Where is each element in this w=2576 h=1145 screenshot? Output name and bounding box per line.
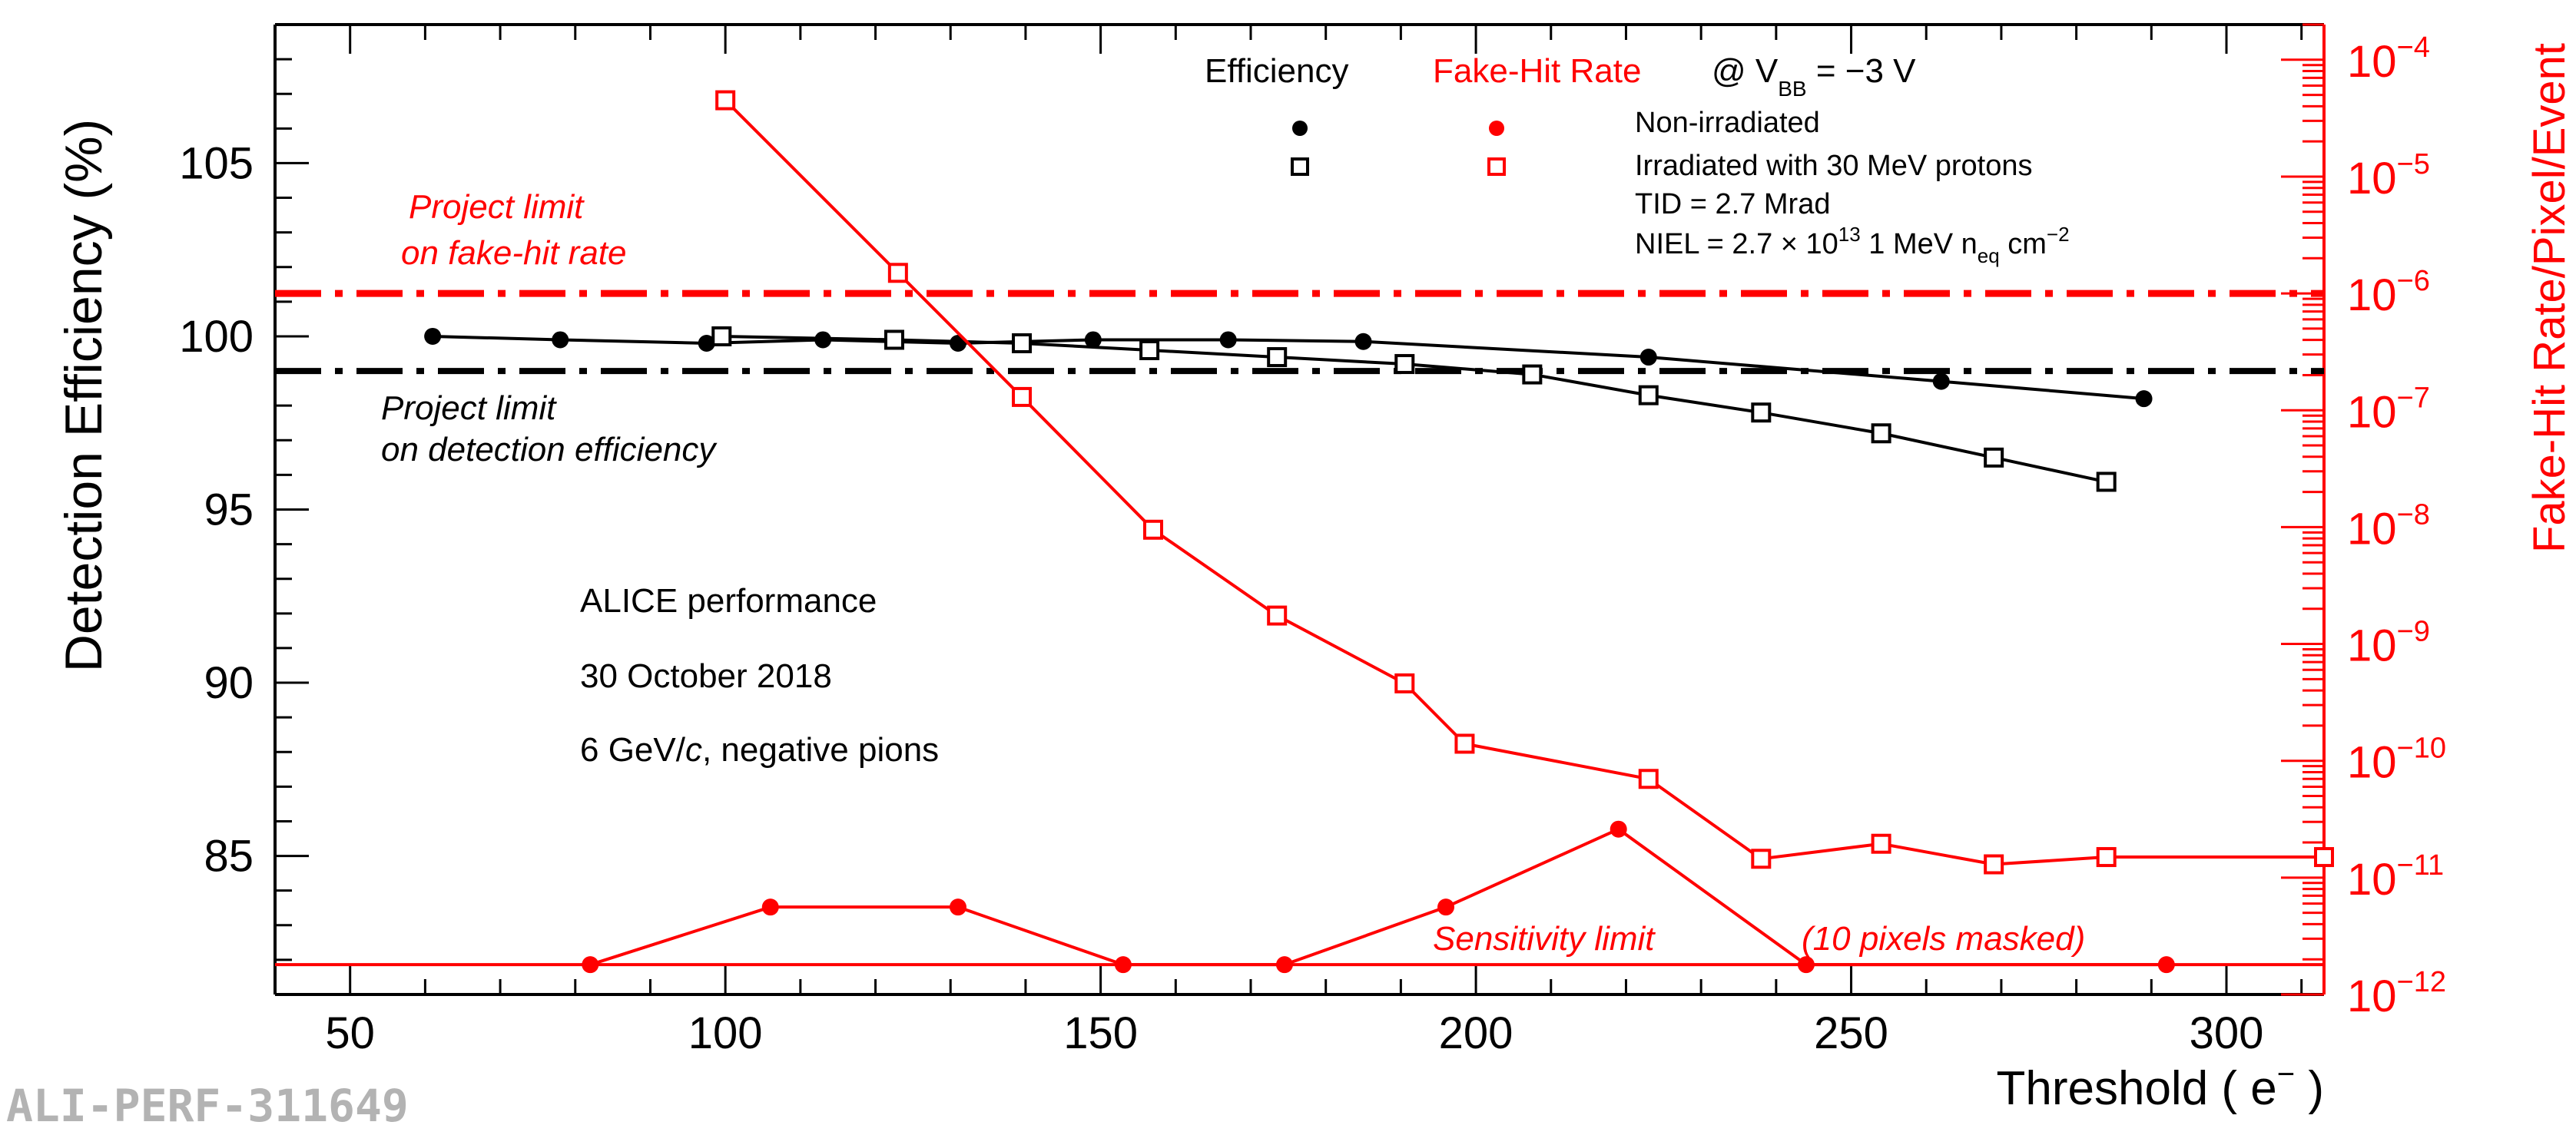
data-point bbox=[1871, 833, 1891, 854]
data-point bbox=[887, 263, 908, 283]
data-point bbox=[2135, 390, 2153, 408]
data-point bbox=[1084, 331, 1102, 349]
y-right-tick-label: 10−6 bbox=[2347, 265, 2430, 320]
legend-marker-eff-nonirr bbox=[1292, 121, 1308, 136]
x-tick-label: 150 bbox=[1063, 1008, 1138, 1058]
data-point bbox=[1012, 333, 1033, 353]
series-line-3 bbox=[724, 99, 2324, 866]
data-point bbox=[1522, 364, 1543, 385]
data-point bbox=[761, 898, 779, 916]
series-line-1 bbox=[721, 334, 2107, 484]
x-tick-label: 50 bbox=[325, 1008, 375, 1058]
legend-entry-nonirradiated: Non-irradiated bbox=[1635, 107, 1820, 139]
fakehit-limit-label-line2: on fake-hit rate bbox=[401, 234, 627, 272]
fakehit-limit-label-line1: Project limit bbox=[409, 188, 585, 226]
x-tick-label: 100 bbox=[688, 1008, 763, 1058]
watermark: ALI-PERF-311649 bbox=[6, 1080, 409, 1132]
data-point bbox=[1871, 423, 1891, 444]
efficiency-limit-label-line1: Project limit bbox=[381, 389, 557, 427]
y-left-axis-title: Detection Efficiency (%) bbox=[55, 119, 113, 673]
data-point bbox=[1219, 331, 1237, 349]
data-point bbox=[1354, 333, 1372, 350]
annotation-alice-performance: ALICE performance bbox=[580, 582, 877, 620]
data-point bbox=[1267, 605, 1288, 626]
data-point bbox=[1984, 854, 2004, 875]
data-point bbox=[1751, 402, 1772, 423]
data-point bbox=[698, 334, 715, 352]
data-point bbox=[1638, 769, 1659, 789]
legend-condition: @ VBB = −3 V bbox=[1712, 52, 1916, 101]
legend: Efficiency Fake-Hit Rate @ VBB = −3 V No… bbox=[1205, 52, 2070, 267]
y-right-tick-label: 10−9 bbox=[2347, 616, 2430, 671]
data-point bbox=[884, 329, 904, 350]
data-point bbox=[1984, 447, 2004, 468]
legend-header-fakehit: Fake-Hit Rate bbox=[1433, 52, 1641, 90]
data-point bbox=[1012, 386, 1033, 407]
legend-marker-eff-irr bbox=[1291, 157, 1309, 176]
data-point bbox=[1267, 347, 1288, 368]
axis-tick-labels: 50 100 150 200 250 300 85 90 95 100 105 10−12 10−11 1… bbox=[179, 31, 2446, 1058]
legend-marker-fhr-irr bbox=[1487, 157, 1506, 176]
data-point bbox=[1114, 956, 1132, 974]
data-point bbox=[2096, 847, 2117, 868]
y-left-tick-label: 85 bbox=[204, 832, 254, 882]
efficiency-limit-label-line2: on detection efficiency bbox=[381, 431, 718, 468]
data-point bbox=[1275, 956, 1293, 974]
data-point bbox=[1638, 385, 1659, 405]
data-point bbox=[711, 326, 732, 346]
data-point bbox=[1797, 956, 1815, 974]
legend-entry-tid: TID = 2.7 Mrad bbox=[1635, 188, 1830, 220]
data-point bbox=[1394, 354, 1415, 375]
x-tick-label: 200 bbox=[1439, 1008, 1513, 1058]
y-right-tick-label: 10−12 bbox=[2347, 966, 2446, 1021]
y-right-tick-label: 10−11 bbox=[2347, 849, 2444, 905]
legend-marker-fhr-nonirr bbox=[1489, 121, 1504, 136]
sensitivity-limit-label: Sensitivity limit bbox=[1433, 920, 1656, 958]
axis-ticks bbox=[275, 23, 2324, 996]
y-right-tick-label: 10−10 bbox=[2347, 733, 2446, 788]
legend-header-efficiency: Efficiency bbox=[1205, 52, 1349, 90]
data-point bbox=[1143, 519, 1163, 540]
pixels-masked-label: (10 pixels masked) bbox=[1802, 920, 2085, 958]
data-point bbox=[950, 898, 966, 916]
data-point bbox=[1394, 673, 1415, 693]
x-axis-title: Threshold ( e− ) bbox=[1996, 1057, 2324, 1115]
data-point bbox=[582, 956, 599, 974]
data-point bbox=[552, 331, 569, 349]
data-point bbox=[1139, 340, 1160, 361]
data-point bbox=[1454, 733, 1475, 754]
y-left-tick-label: 105 bbox=[179, 138, 254, 188]
data-point bbox=[1610, 820, 1627, 838]
data-point bbox=[2096, 472, 2117, 492]
data-point bbox=[1932, 372, 1950, 390]
y-right-tick-label: 10−5 bbox=[2347, 148, 2430, 204]
legend-entry-niel: NIEL = 2.7 × 1013 1 MeV neq cm−2 bbox=[1635, 223, 2070, 267]
x-tick-label: 300 bbox=[2190, 1008, 2264, 1058]
data-point bbox=[1751, 849, 1772, 869]
y-left-tick-label: 90 bbox=[204, 658, 254, 708]
data-series bbox=[424, 90, 2334, 974]
data-point bbox=[715, 90, 736, 111]
y-right-tick-label: 10−7 bbox=[2347, 382, 2430, 437]
y-left-tick-label: 100 bbox=[179, 312, 254, 362]
data-point bbox=[424, 327, 442, 345]
reference-labels: Project limit on fake-hit rate Project l… bbox=[381, 188, 2085, 958]
y-right-tick-label: 10−8 bbox=[2347, 498, 2430, 554]
annotation-date: 30 October 2018 bbox=[580, 657, 832, 695]
y-right-axis-title: Fake-Hit Rate/Pixel/Event bbox=[2525, 43, 2574, 553]
data-point bbox=[1437, 898, 1454, 916]
data-point bbox=[2314, 847, 2334, 868]
annotations: ALICE performance 30 October 2018 6 GeV/… bbox=[580, 582, 939, 769]
y-left-tick-label: 95 bbox=[204, 485, 254, 535]
legend-entry-irradiated: Irradiated with 30 MeV protons bbox=[1635, 150, 2033, 182]
data-point bbox=[2157, 956, 2175, 974]
series-line-0 bbox=[433, 334, 2144, 401]
x-tick-label: 250 bbox=[1814, 1008, 1888, 1058]
annotation-beam: 6 GeV/c, negative pions bbox=[580, 731, 939, 769]
y-right-tick-label: 10−4 bbox=[2347, 31, 2430, 87]
data-point bbox=[1639, 349, 1657, 366]
